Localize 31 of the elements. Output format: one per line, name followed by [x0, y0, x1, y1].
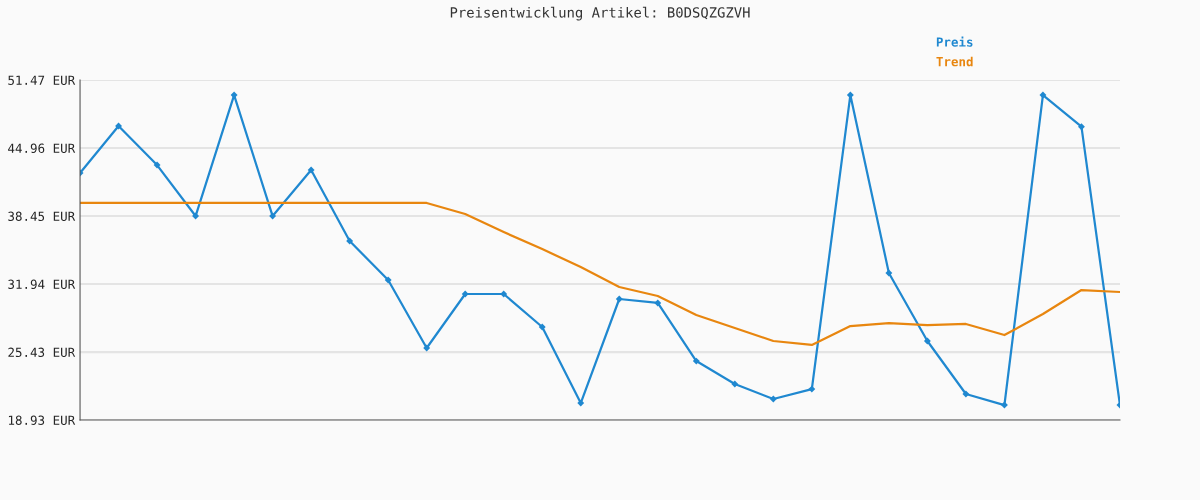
y-tick-label: 25.43 EUR [8, 347, 76, 358]
point [423, 344, 431, 352]
point [923, 337, 931, 345]
point [384, 276, 392, 284]
point [654, 299, 662, 307]
point [1039, 91, 1047, 99]
text: Preis [936, 36, 973, 47]
point [769, 395, 777, 403]
chart-title: Preisentwicklung Artikel: B0DSQZGZVH [450, 6, 750, 21]
point [731, 380, 739, 388]
y-tick-label: 38.45 EUR [8, 211, 76, 221]
point [577, 399, 585, 407]
y-tick-label: 51.47 EUR [8, 75, 76, 85]
point [808, 385, 816, 393]
point [307, 166, 315, 174]
y-tick-label: 18.93 EUR [8, 415, 76, 425]
point [615, 295, 623, 303]
point [500, 290, 508, 298]
point [885, 269, 893, 277]
point [538, 323, 546, 331]
point [269, 212, 277, 220]
point [153, 161, 161, 169]
point [962, 390, 970, 398]
point [461, 290, 469, 298]
point [346, 237, 354, 245]
y-tick-label: 44.96 EUR [8, 143, 76, 153]
point [692, 357, 700, 365]
y-tick-label: 31.94 EUR [8, 279, 76, 290]
point [1078, 123, 1085, 131]
line-series [80, 201, 1120, 347]
text: Trend [936, 56, 973, 67]
